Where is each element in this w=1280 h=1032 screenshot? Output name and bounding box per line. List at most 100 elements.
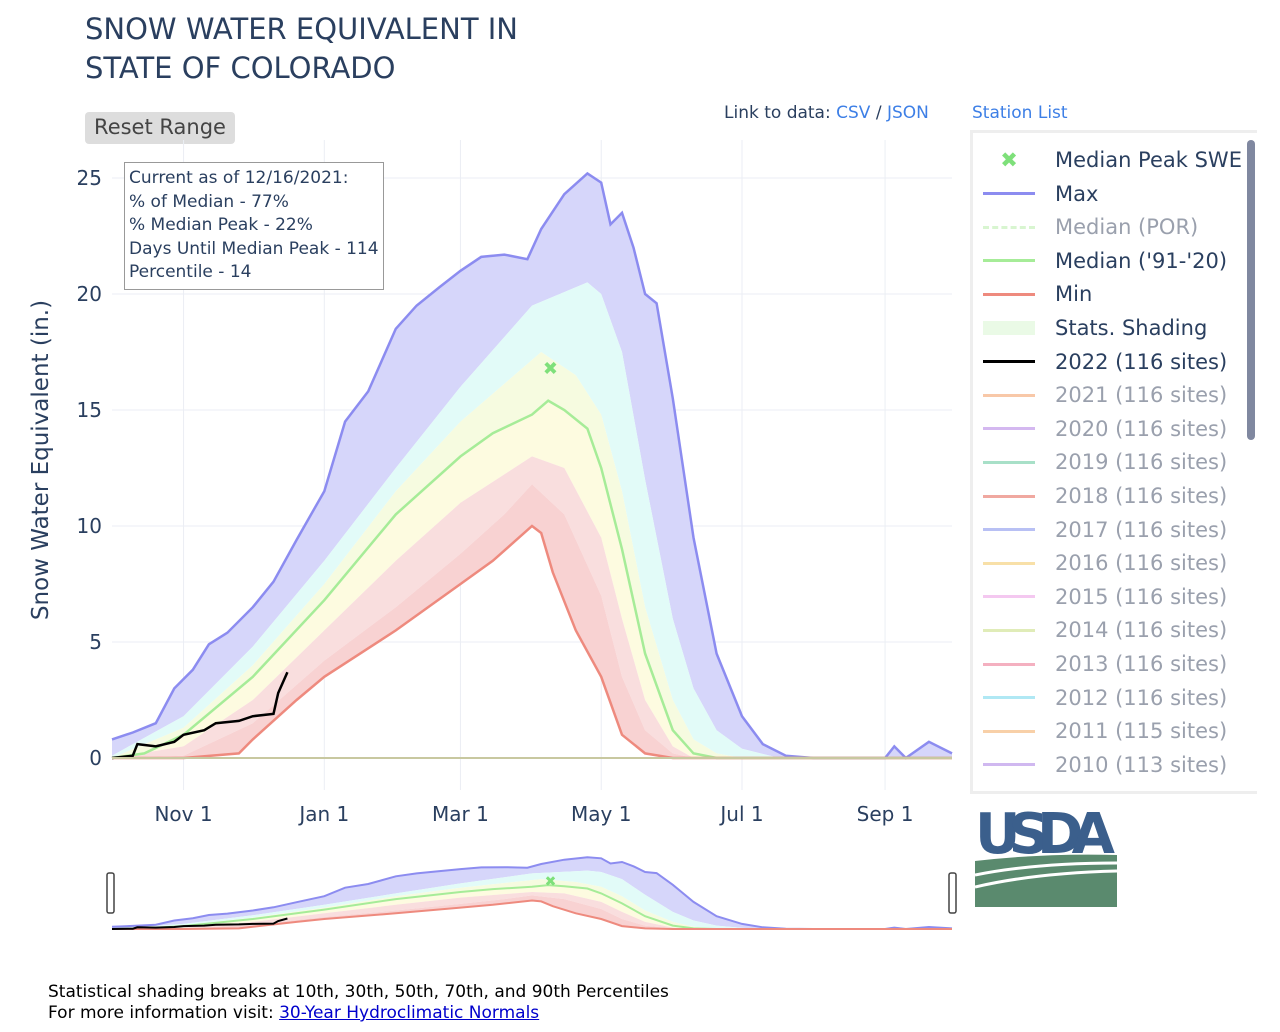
- y-tick-label: 20: [77, 282, 102, 306]
- legend-label: 2021 (116 sites): [1055, 383, 1228, 408]
- x-tick-label: Jul 1: [718, 802, 763, 826]
- footer-prefix: For more information visit:: [48, 1003, 280, 1023]
- csv-link[interactable]: CSV: [836, 103, 871, 123]
- legend-item[interactable]: 2012 (116 sites): [973, 683, 1227, 713]
- legend-label: 2020 (116 sites): [1055, 416, 1228, 441]
- legend-item[interactable]: 2019 (116 sites): [973, 447, 1227, 477]
- band-p70-median: [112, 352, 952, 758]
- y-tick-label: 15: [77, 398, 102, 422]
- footer: Statistical shading breaks at 10th, 30th…: [48, 982, 669, 1024]
- line-swatch-icon: [983, 763, 1035, 767]
- median-peak-marker: ✖: [545, 874, 557, 890]
- legend-label: 2014 (116 sites): [1055, 618, 1228, 643]
- json-link[interactable]: JSON: [886, 103, 929, 123]
- legend-label: 2022 (116 sites): [1055, 349, 1228, 374]
- line-swatch-icon: [983, 292, 1035, 296]
- legend-item[interactable]: 2017 (116 sites): [973, 515, 1227, 545]
- page-title: SNOW WATER EQUIVALENT IN STATE OF COLORA…: [85, 12, 519, 85]
- legend-item[interactable]: 2013 (116 sites): [973, 649, 1227, 679]
- range-handle-left[interactable]: [106, 872, 115, 914]
- legend-item[interactable]: 2016 (116 sites): [973, 548, 1227, 578]
- info-line: Current as of 12/16/2021:: [129, 168, 349, 188]
- legend-item[interactable]: 2021 (116 sites): [973, 380, 1227, 410]
- normals-link[interactable]: 30-Year Hydroclimatic Normals: [279, 1003, 540, 1023]
- max-line: [111, 171, 953, 760]
- median-peak-marker: ✖: [543, 359, 558, 380]
- y-tick-label: 0: [89, 746, 102, 770]
- legend-item[interactable]: ✖ Median Peak SWE: [973, 145, 1242, 175]
- x-marker-icon: ✖: [1000, 148, 1018, 172]
- legend-item[interactable]: Stats. Shading: [973, 313, 1207, 343]
- line-swatch-icon: [983, 662, 1035, 666]
- reset-range-button[interactable]: Reset Range: [85, 112, 235, 144]
- info-line: % of Median - 77%: [129, 191, 289, 212]
- line-swatch-icon: [983, 393, 1035, 397]
- legend-label: 2010 (113 sites): [1055, 752, 1228, 777]
- band-median-p30: [112, 400, 952, 758]
- legend-item[interactable]: 2010 (113 sites): [973, 750, 1227, 780]
- line-swatch-icon: [983, 192, 1035, 196]
- legend-scrollbar[interactable]: [1247, 140, 1255, 440]
- x-tick-label: Jan 1: [297, 802, 349, 826]
- legend-item[interactable]: Median (POR): [973, 212, 1198, 242]
- x-tick-label: May 1: [571, 802, 631, 826]
- line-swatch-icon: [983, 494, 1035, 498]
- legend-label: 2019 (116 sites): [1055, 450, 1228, 475]
- max-line: [111, 856, 953, 931]
- legend-item[interactable]: 2011 (115 sites): [973, 716, 1227, 746]
- band-max-p90: [112, 857, 952, 929]
- line-swatch-icon: [983, 561, 1035, 565]
- legend-item[interactable]: 2022 (116 sites): [973, 347, 1227, 377]
- footer-note: Statistical shading breaks at 10th, 30th…: [48, 982, 669, 1002]
- legend-item[interactable]: 2018 (116 sites): [973, 481, 1227, 511]
- legend-label: 2016 (116 sites): [1055, 551, 1228, 576]
- link-prefix: Link to data:: [724, 103, 837, 123]
- line-swatch-icon: [983, 729, 1035, 733]
- legend-label: Max: [1055, 181, 1099, 206]
- x-tick-label: Nov 1: [154, 802, 212, 826]
- current-year-line: [111, 917, 288, 930]
- range-handle-right[interactable]: [948, 872, 957, 914]
- line-swatch-icon: [983, 259, 1035, 263]
- line-swatch-icon: [983, 460, 1035, 464]
- band-max-p90: [112, 173, 952, 758]
- line-swatch-icon: [983, 696, 1035, 700]
- legend-item[interactable]: 2014 (116 sites): [973, 615, 1227, 645]
- info-line: Percentile - 14: [129, 262, 252, 282]
- y-tick-label: 25: [77, 166, 102, 190]
- dash-line-icon: [983, 225, 1035, 229]
- legend-item[interactable]: Median ('91-'20): [973, 246, 1227, 276]
- band-p90-p70: [112, 282, 952, 758]
- line-swatch-icon: [983, 628, 1035, 632]
- current-info-box: Current as of 12/16/2021: % of Median - …: [124, 162, 384, 290]
- line-swatch-icon: [983, 528, 1035, 532]
- legend-label: Stats. Shading: [1055, 316, 1208, 340]
- station-list-link[interactable]: Station List: [972, 103, 1068, 123]
- y-tick-label: 10: [77, 514, 102, 538]
- line-swatch-icon: [983, 595, 1035, 599]
- min-line: [112, 899, 952, 930]
- legend-label: 2013 (116 sites): [1055, 652, 1228, 676]
- legend-item[interactable]: Max: [973, 179, 1098, 209]
- min-line: [112, 524, 952, 760]
- x-tick-label: Sep 1: [857, 802, 914, 826]
- info-line: % Median Peak - 22%: [129, 215, 313, 235]
- legend-label: Median Peak SWE: [1055, 148, 1242, 172]
- legend-item[interactable]: 2020 (116 sites): [973, 414, 1227, 444]
- shading-swatch-icon: [983, 321, 1035, 335]
- legend-label: Median ('91-'20): [1055, 248, 1228, 273]
- legend-label: Median (POR): [1055, 215, 1199, 240]
- line-swatch-icon: [983, 427, 1035, 431]
- median-line: [111, 884, 952, 930]
- legend-item[interactable]: 2015 (116 sites): [973, 582, 1227, 612]
- legend-item[interactable]: Min: [973, 279, 1092, 309]
- line-swatch-icon: [983, 360, 1035, 364]
- link-sep: /: [870, 103, 887, 123]
- legend-label: 2018 (116 sites): [1055, 484, 1228, 508]
- usda-logo: USDA: [975, 805, 1117, 907]
- info-line: Days Until Median Peak - 114: [129, 238, 379, 259]
- x-tick-label: Mar 1: [432, 802, 489, 826]
- legend-label: Min: [1055, 282, 1093, 307]
- legend-label: 2015 (116 sites): [1055, 584, 1228, 609]
